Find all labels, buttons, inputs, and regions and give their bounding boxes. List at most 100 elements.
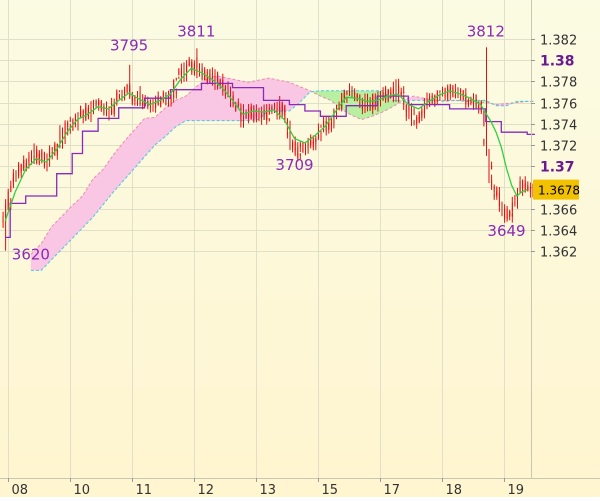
candle-body bbox=[227, 89, 229, 92]
candle-body bbox=[473, 97, 474, 109]
candle-body bbox=[287, 132, 288, 135]
candle-body bbox=[59, 130, 61, 144]
candle-body bbox=[10, 185, 12, 192]
axes bbox=[0, 0, 600, 479]
candle-body bbox=[7, 191, 9, 206]
candle-body bbox=[28, 159, 30, 167]
candle-body bbox=[25, 163, 27, 167]
candle-body bbox=[212, 77, 213, 86]
candle-body bbox=[209, 73, 211, 78]
candle-body bbox=[5, 205, 7, 223]
candle-body bbox=[274, 107, 275, 109]
candle-body bbox=[178, 68, 180, 75]
candle-body bbox=[126, 85, 128, 89]
candle-body bbox=[15, 173, 17, 182]
candle-body bbox=[305, 149, 306, 151]
candle-body bbox=[152, 106, 154, 108]
candle-body bbox=[178, 77, 180, 79]
candle-body bbox=[442, 89, 443, 93]
x-axis-ticks: 08 10 11 12 13 15 17 18 19 bbox=[8, 478, 524, 498]
price-annotation-3649: 3649 bbox=[487, 222, 525, 240]
candle-body bbox=[413, 109, 415, 111]
candle-body bbox=[341, 93, 343, 106]
candle-body bbox=[253, 117, 255, 118]
candle-body bbox=[170, 98, 172, 100]
candle-body bbox=[452, 89, 454, 96]
candle-body bbox=[113, 104, 115, 112]
candle-body bbox=[287, 119, 288, 123]
kumo-bearish-area bbox=[403, 96, 435, 101]
y-tick-label: 1.376 bbox=[540, 98, 577, 113]
candle-body bbox=[23, 159, 25, 164]
x-tick-label: 15 bbox=[322, 483, 339, 497]
candle-body bbox=[424, 103, 425, 110]
candle-body bbox=[284, 111, 286, 120]
candle-body bbox=[514, 202, 516, 204]
candle-body bbox=[93, 102, 94, 112]
candle-body bbox=[261, 115, 262, 119]
candle-body bbox=[519, 181, 521, 191]
candle-body bbox=[480, 106, 482, 110]
candle-body bbox=[498, 192, 500, 205]
candle-body bbox=[367, 99, 368, 106]
candle-body bbox=[323, 122, 324, 124]
candle-body bbox=[67, 122, 69, 127]
candle-body bbox=[524, 187, 526, 191]
candle-body bbox=[33, 149, 35, 153]
candle-body bbox=[160, 96, 162, 102]
candle-body bbox=[307, 145, 309, 150]
candle-body bbox=[349, 87, 350, 93]
candle-body bbox=[44, 157, 45, 163]
price-annotation-3709: 3709 bbox=[275, 156, 313, 174]
candle-body bbox=[80, 111, 82, 114]
candle-body bbox=[354, 98, 356, 100]
candle-body bbox=[268, 118, 270, 121]
candle-body bbox=[361, 99, 363, 104]
candle-body bbox=[108, 113, 110, 116]
candle-body bbox=[330, 127, 332, 130]
candle-body bbox=[455, 95, 456, 98]
candle-body bbox=[181, 68, 182, 75]
candle-body bbox=[64, 122, 66, 130]
candle-body bbox=[41, 150, 43, 155]
candle-body bbox=[118, 95, 120, 99]
candle-body bbox=[72, 119, 74, 122]
candle-body bbox=[142, 99, 144, 106]
candle-body bbox=[294, 147, 296, 155]
candle-body bbox=[509, 211, 511, 215]
candle-body bbox=[465, 94, 467, 105]
candle-body bbox=[382, 93, 384, 95]
candle-body bbox=[20, 164, 22, 173]
candle-body bbox=[424, 112, 425, 114]
current-price-tag-label: 1.3678 bbox=[538, 184, 580, 198]
candle-body bbox=[41, 159, 43, 160]
candle-body bbox=[491, 179, 493, 187]
candle-body bbox=[408, 106, 410, 117]
y-tick-label: 1.366 bbox=[540, 204, 577, 219]
candle-body bbox=[155, 101, 156, 108]
y-tick-label: 1.374 bbox=[540, 119, 577, 134]
candle-body bbox=[522, 180, 524, 182]
candle-body bbox=[299, 153, 301, 156]
candle-body bbox=[266, 114, 268, 119]
candle-body bbox=[478, 106, 480, 108]
candle-body bbox=[124, 90, 125, 98]
candle-body bbox=[488, 169, 490, 180]
candle-body bbox=[111, 111, 113, 115]
candle-body bbox=[359, 103, 361, 106]
candle-body bbox=[95, 101, 97, 103]
candle-body bbox=[351, 91, 353, 93]
candle-body bbox=[527, 186, 529, 191]
y-tick-label: 1.372 bbox=[540, 140, 577, 155]
candle-body bbox=[315, 138, 317, 142]
candle-body bbox=[289, 122, 291, 133]
candle-body bbox=[312, 137, 314, 145]
candle-body bbox=[359, 95, 361, 100]
candle-body bbox=[354, 91, 356, 96]
candle-body bbox=[134, 99, 136, 101]
candle-body bbox=[372, 96, 374, 108]
candle-body bbox=[318, 137, 319, 139]
candle-body bbox=[493, 186, 495, 191]
